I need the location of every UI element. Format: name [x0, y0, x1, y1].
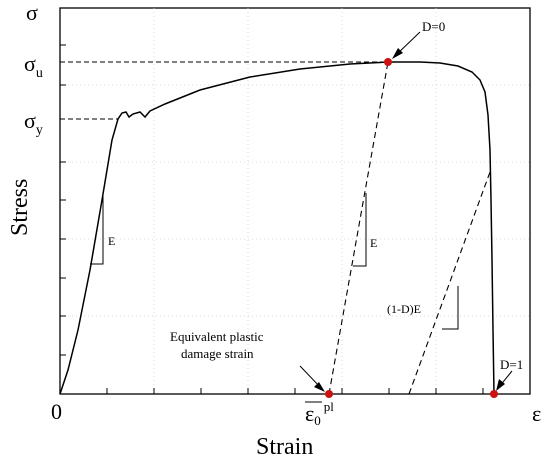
- elastic-modulus-label: E: [108, 234, 115, 248]
- unloading-line-undamaged: [328, 61, 389, 395]
- damaged-slope-triangle: [442, 286, 459, 330]
- x-axis-symbol: ε: [532, 401, 541, 426]
- d1-label: D=1: [500, 357, 523, 372]
- annotation-line-2: damage strain: [181, 346, 254, 361]
- annotation-line-1: Equivalent plastic: [170, 329, 264, 344]
- unloading-slope-triangle: [353, 193, 367, 267]
- axis-ticks: [60, 44, 484, 394]
- ultimate-point-marker: [384, 58, 392, 66]
- unloading-line-damaged: [408, 171, 491, 395]
- origin-label: 0: [51, 399, 62, 424]
- y-axis-title: Stress: [7, 179, 33, 236]
- failure-point-marker: [490, 390, 498, 398]
- damaged-modulus-label: (1-D)E: [387, 302, 421, 316]
- x-axis-title: Strain: [256, 434, 313, 460]
- plastic-strain-marker: [325, 390, 333, 398]
- grid-lines: [60, 8, 530, 394]
- elastic-slope-triangle: [90, 196, 104, 265]
- stress-strain-curve: [59, 61, 495, 395]
- y-axis-symbol: σ: [26, 0, 38, 25]
- d0-arrow: [392, 31, 421, 59]
- sigma-y-label: σy: [24, 108, 43, 138]
- d0-label: D=0: [422, 19, 445, 34]
- unloading-modulus-label: E: [370, 236, 377, 250]
- sigma-u-label: σu: [24, 51, 43, 81]
- plastic-strain-arrow: [299, 365, 325, 392]
- d1-arrow: [496, 370, 513, 391]
- eps0-label: ε0pl: [305, 399, 334, 428]
